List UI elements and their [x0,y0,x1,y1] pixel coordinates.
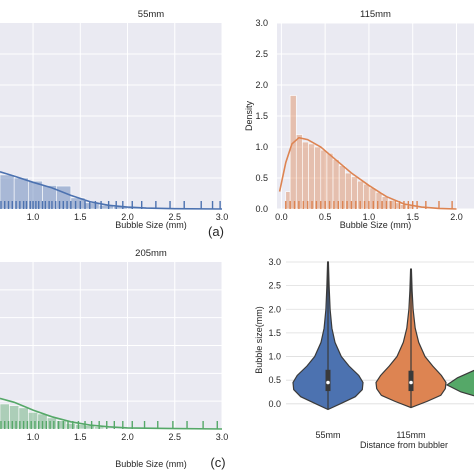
x-axis-label: Distance from bubbler [360,440,448,450]
kde-curve [0,171,223,210]
chart-title: 205mm [135,248,167,259]
x-tick-label: 1.5 [406,212,419,222]
histogram-bar [406,205,414,210]
panel-label: (a) [208,224,224,239]
x-tick-label: 0.5 [319,212,332,222]
x-tick-label: 3.0 [216,212,229,222]
histogram-bar [320,149,328,210]
histogram-bar [9,405,20,430]
x-tick-label: 2.5 [169,212,182,222]
y-tick-label: 3.0 [255,18,268,28]
x-tick-label: 115mm [396,430,425,440]
y-tick-label: 2.0 [255,80,268,90]
histogram-bar [75,424,86,430]
x-axis-label: Bubble Size (mm) [340,220,412,230]
histogram-bar [308,143,315,210]
histogram-bar [46,417,57,430]
histogram-bar [375,191,383,210]
y-tick-label: 2.0 [268,304,281,314]
y-tick-label: 2.5 [255,49,268,59]
y-tick-label: 0.0 [255,204,268,214]
x-tick-label: 1.0 [27,432,40,442]
x-tick-label: 2.0 [450,212,463,222]
x-tick-label: 1.0 [27,212,40,222]
violin-panel [286,261,474,411]
x-tick-label: 1.0 [363,212,376,222]
histogram-bar [351,176,358,210]
x-axis-label: Bubble Size (mm) [115,459,187,469]
x-tick-label: 3.0 [216,432,229,442]
x-tick-label: 2.5 [169,432,182,442]
y-axis-label: Density [244,100,254,131]
histogram-panel-115mm [277,22,474,210]
x-axis-label: Bubble Size (mm) [115,220,187,230]
histogram-bar [381,196,389,210]
histogram-bar [302,141,309,210]
y-tick-label: 2.5 [268,281,281,291]
violin-iqr-box [325,369,331,392]
panel-label: (c) [210,455,225,470]
histogram-bar [326,152,334,210]
x-tick-label: 1.5 [74,432,87,442]
chart-title: 55mm [138,9,164,20]
y-tick-label: 1.0 [268,352,281,362]
y-tick-label: 3.0 [268,257,281,267]
x-tick-label: 2.0 [121,212,134,222]
y-tick-label: 0.5 [255,173,268,183]
histogram-bar [28,411,39,430]
violin-median [409,380,413,385]
violin-body [445,369,474,397]
violin-median [326,380,330,385]
histogram-bar [295,134,303,210]
histogram-bar [289,95,297,210]
histogram-panel-205mm [0,262,223,430]
chart-title: 115mm [360,9,391,20]
x-tick-label: 55mm [315,430,340,440]
kde-curve [278,136,457,210]
x-tick-label: 2.0 [121,432,134,442]
y-tick-label: 0.5 [268,375,281,385]
x-tick-label: 1.5 [74,212,87,222]
histogram-bar [314,146,322,210]
x-tick-label: 0.0 [275,212,288,222]
y-axis-label: Bubble size(mm) [254,306,264,374]
y-tick-label: 1.5 [255,111,268,121]
kde-curve [0,397,223,430]
histogram-panel-55mm [0,23,223,210]
histogram-bar [344,172,352,210]
y-tick-label: 1.5 [268,328,281,338]
y-tick-label: 0.0 [268,399,281,409]
y-tick-label: 1.0 [255,142,268,152]
